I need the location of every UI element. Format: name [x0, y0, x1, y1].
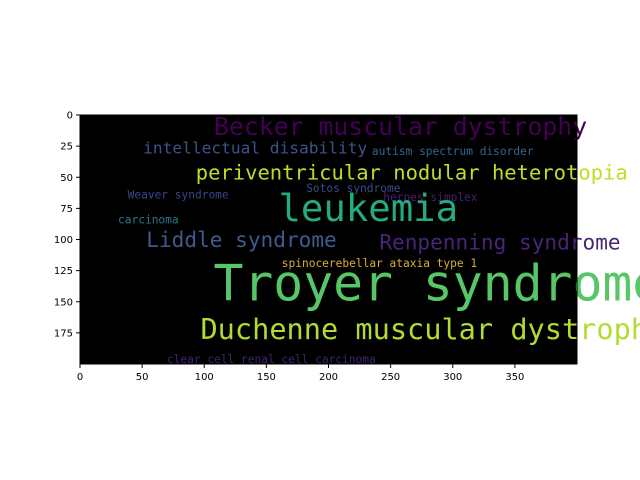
word-weaver-syndrome: Weaver syndrome	[128, 188, 229, 201]
word-clear-cell-renal-cell-carcinoma: clear cell renal cell carcinoma	[167, 353, 376, 366]
word-liddle-syndrome: Liddle syndrome	[146, 227, 337, 252]
word-herpes-simplex: herpes simplex	[383, 191, 478, 204]
x-tick-label: 350	[505, 372, 524, 383]
y-tick-label: 125	[54, 266, 73, 277]
x-tick-label: 0	[77, 372, 83, 383]
word-spinocerebellar-ataxia-type-1: spinocerebellar ataxia type 1	[282, 257, 477, 270]
word-sotos-syndrome: Sotos syndrome	[306, 182, 401, 195]
y-tick-label: 150	[54, 297, 73, 308]
y-tick-label: 175	[54, 328, 73, 339]
word-periventricular-nodular-heterotopia: periventricular nodular heterotopia	[196, 161, 628, 185]
y-tick-label: 75	[60, 204, 73, 215]
x-tick-label: 100	[195, 372, 214, 383]
y-tick-label: 100	[54, 235, 73, 246]
y-tick-label: 50	[60, 173, 73, 184]
x-tick-label: 250	[381, 372, 400, 383]
y-axis: 0 25 50 75 100 125 150 175	[54, 111, 80, 339]
y-tick-label: 0	[67, 111, 73, 122]
x-tick-label: 200	[319, 372, 338, 383]
word-renpenning-syndrome: Renpenning syndrome	[379, 229, 620, 254]
word-troyer-syndrome: Troyer syndrome	[213, 255, 640, 313]
word-duchenne-muscular-dystrophy: Duchenne muscular dystrophy	[200, 312, 640, 346]
x-axis: 0 50 100 150 200 250 300 350	[77, 364, 524, 383]
word-autism-spectrum-disorder: autism spectrum disorder	[372, 145, 534, 158]
x-tick-label: 150	[257, 372, 276, 383]
image-background	[80, 115, 577, 364]
x-tick-label: 300	[443, 372, 462, 383]
word-carcinoma: carcinoma	[118, 213, 179, 226]
x-tick-label: 50	[136, 372, 149, 383]
y-tick-label: 25	[60, 142, 73, 153]
word-becker-muscular-dystrophy: Becker muscular dystrophy	[214, 112, 587, 141]
word-leukemia: leukemia	[278, 186, 458, 230]
word-intellectual-disability: intellectual disability	[143, 139, 367, 158]
